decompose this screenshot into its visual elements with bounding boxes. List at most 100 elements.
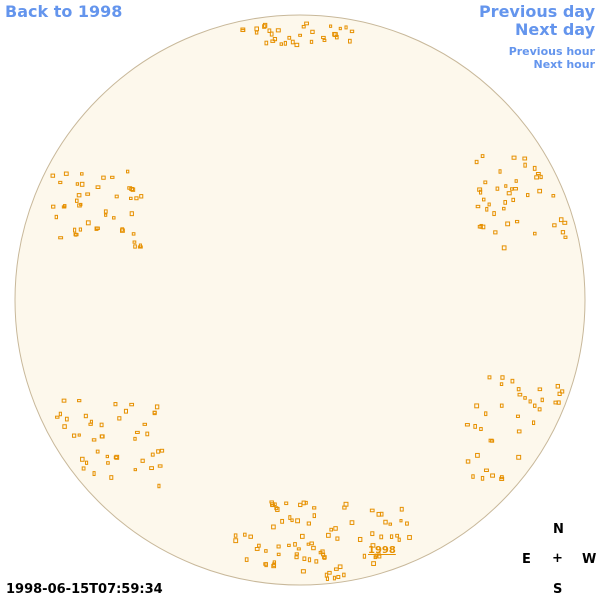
speck [310, 29, 315, 34]
speck [552, 223, 557, 228]
speck [479, 223, 483, 229]
speck [338, 26, 342, 31]
speck [279, 42, 283, 46]
speck [145, 431, 150, 437]
speck [283, 40, 287, 46]
speck [113, 402, 118, 407]
speck [287, 543, 291, 547]
speck [85, 220, 91, 226]
speck [511, 197, 516, 203]
speck [95, 185, 101, 190]
speck [479, 427, 483, 431]
speck [50, 173, 56, 178]
speck [336, 574, 341, 579]
speck [304, 21, 309, 26]
speck [290, 39, 295, 45]
speck [264, 549, 268, 553]
previous-day-link[interactable]: Previous day [478, 2, 595, 21]
next-day-link[interactable]: Next day [515, 20, 595, 39]
speck [270, 39, 276, 43]
speck [480, 475, 485, 481]
speck [240, 28, 246, 33]
speck [296, 547, 301, 551]
speck [99, 422, 104, 428]
speck [389, 534, 394, 539]
speck [495, 186, 500, 191]
speck [61, 398, 67, 403]
speck [399, 519, 403, 523]
speck [254, 26, 259, 32]
speck [532, 420, 536, 426]
speck [306, 521, 311, 526]
speck [483, 468, 489, 472]
speck [88, 422, 93, 426]
speck [513, 187, 518, 191]
speck [337, 564, 343, 570]
speck [274, 506, 279, 511]
year-link[interactable]: 1998 [368, 545, 396, 556]
speck [302, 556, 307, 561]
speck [267, 28, 272, 33]
speck [314, 559, 319, 564]
speck [405, 521, 409, 526]
speck [159, 448, 165, 453]
speck [275, 506, 280, 512]
speck [490, 473, 495, 478]
speck [537, 387, 543, 392]
speck [140, 458, 145, 463]
speck [395, 533, 400, 538]
speck [560, 230, 566, 235]
speck [75, 182, 79, 186]
speck [504, 184, 508, 188]
speck [78, 227, 83, 232]
speck [505, 221, 511, 227]
speck [298, 33, 303, 37]
speck [81, 466, 86, 471]
speck [294, 552, 299, 556]
timestamp: 1998-06-15T07:59:34 [6, 582, 163, 597]
speck [344, 25, 348, 30]
speck [300, 533, 305, 539]
speck [80, 172, 84, 176]
speck [100, 434, 105, 439]
speck [369, 508, 375, 513]
speck [321, 552, 326, 557]
speck [95, 449, 100, 454]
speck [342, 572, 346, 578]
speck [348, 38, 352, 44]
speck [376, 511, 381, 517]
speck [475, 204, 481, 209]
speck [329, 527, 334, 532]
speck [383, 519, 388, 525]
speck [129, 196, 133, 201]
speck [84, 460, 89, 465]
speck [83, 413, 88, 419]
speck [130, 187, 136, 192]
speck [490, 439, 495, 443]
speck [271, 524, 276, 530]
speck [480, 154, 485, 158]
speck [112, 216, 116, 220]
speck [499, 475, 504, 480]
next-hour-link[interactable]: Next hour [533, 58, 596, 71]
previous-hour-link[interactable]: Previous hour [508, 45, 595, 58]
speck [101, 175, 106, 180]
speck [333, 526, 338, 531]
speck [487, 202, 491, 207]
speck [137, 245, 143, 249]
speck [104, 213, 108, 217]
speck [523, 162, 527, 168]
speck [79, 202, 83, 207]
speck [357, 536, 363, 542]
compass-east: E [522, 552, 531, 567]
back-link[interactable]: Back to 1998 [5, 2, 123, 21]
speck [556, 400, 561, 405]
speck [301, 24, 306, 29]
speck [478, 189, 483, 195]
speck [63, 171, 69, 176]
speck [79, 181, 85, 187]
speck [257, 543, 261, 548]
speck [157, 464, 163, 468]
speck [487, 375, 492, 380]
